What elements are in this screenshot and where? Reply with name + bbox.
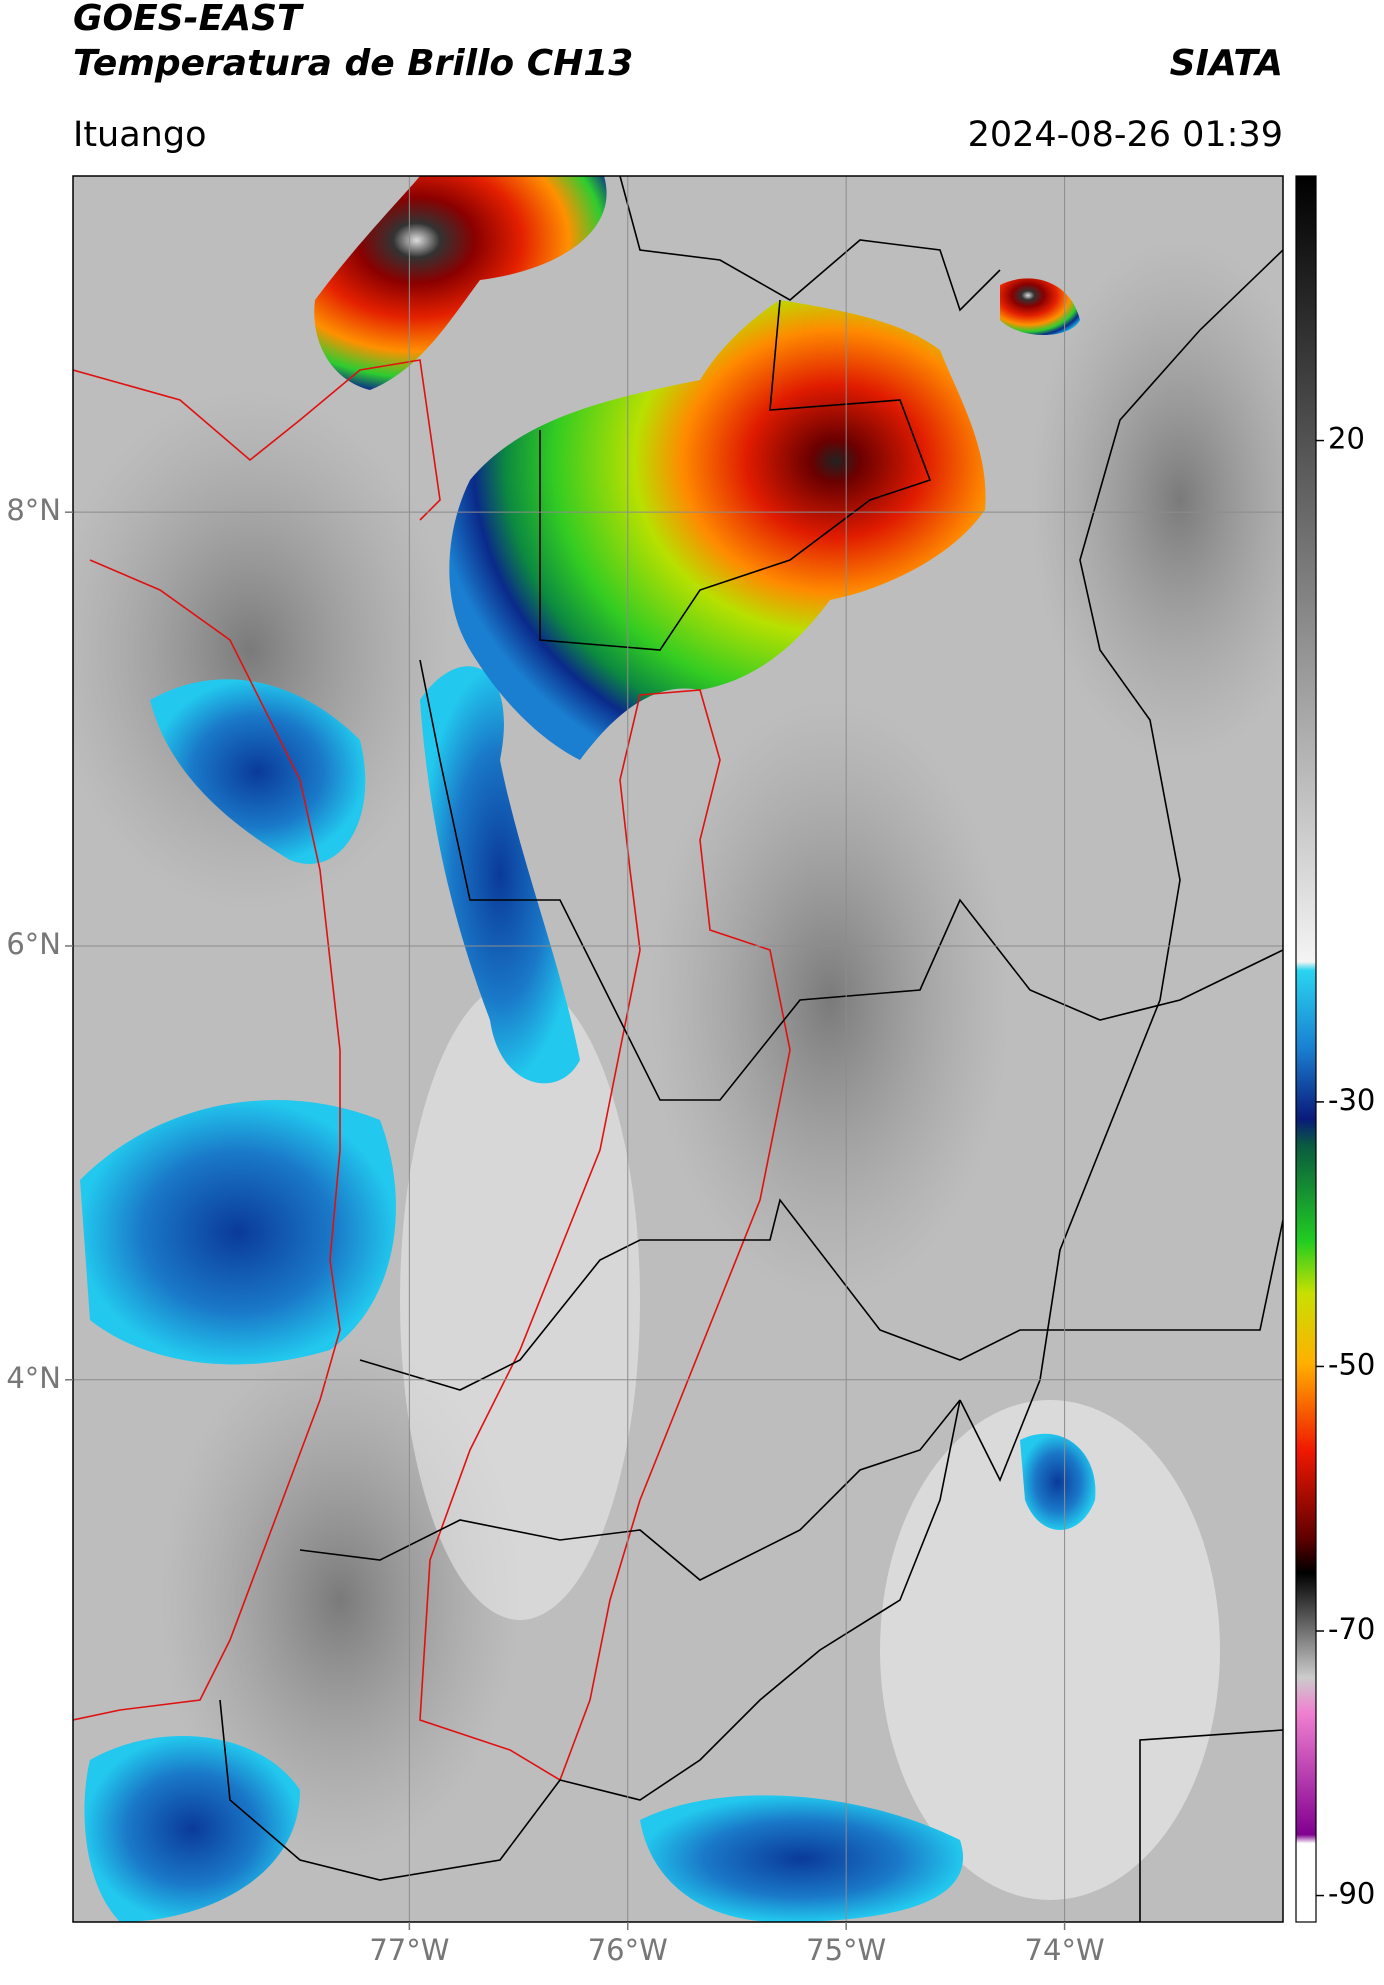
y-tick-label: 4°N xyxy=(6,1361,61,1395)
colorbar-tick-label: -70 xyxy=(1328,1612,1375,1646)
border xyxy=(419,659,1283,1101)
colorbar-tick-label: -30 xyxy=(1328,1083,1375,1117)
x-tick-label: 75°W xyxy=(806,1933,886,1967)
cloud-cold xyxy=(84,1736,300,1922)
coastline xyxy=(73,559,341,1721)
border xyxy=(539,299,932,651)
y-tick-label: 6°N xyxy=(6,927,61,961)
y-tick-label: 8°N xyxy=(6,493,61,527)
map-image xyxy=(73,176,1283,1922)
x-tick-label: 77°W xyxy=(369,1933,449,1967)
grid xyxy=(73,176,1283,1922)
cloud xyxy=(400,980,640,1620)
cloud-cold xyxy=(150,679,366,864)
cloud-cold xyxy=(1020,1433,1096,1530)
cloud xyxy=(1030,240,1283,760)
border xyxy=(359,1198,1283,1391)
border xyxy=(1139,1729,1283,1922)
region: Ituango xyxy=(73,115,207,155)
border xyxy=(299,1399,961,1581)
subtitle: Temperatura de Brillo CH13 xyxy=(73,43,633,84)
cloud xyxy=(650,700,1010,1300)
map-frame xyxy=(72,175,1284,1923)
colorbar-tick-label: -90 xyxy=(1328,1877,1375,1911)
cloud xyxy=(880,1400,1220,1900)
storm-small xyxy=(1000,278,1080,335)
title: GOES-EAST xyxy=(73,0,304,39)
colorbar-tick-label: 20 xyxy=(1328,422,1365,456)
colorbar xyxy=(1295,175,1317,1923)
cloud-cold xyxy=(640,1795,964,1922)
coastline xyxy=(73,359,441,521)
storm-north xyxy=(314,176,607,390)
storm-main xyxy=(449,300,986,760)
border xyxy=(219,1399,961,1881)
datetime: 2024-08-26 01:39 xyxy=(968,115,1283,155)
x-tick-label: 74°W xyxy=(1025,1933,1105,1967)
cloud-cold xyxy=(80,1100,396,1365)
border xyxy=(619,176,1001,312)
x-tick-label: 76°W xyxy=(588,1933,668,1967)
department-boundary xyxy=(419,689,791,1782)
colorbar-tick-label: -50 xyxy=(1328,1347,1375,1381)
cloud-cold xyxy=(420,666,580,1084)
source: SIATA xyxy=(1170,43,1283,84)
